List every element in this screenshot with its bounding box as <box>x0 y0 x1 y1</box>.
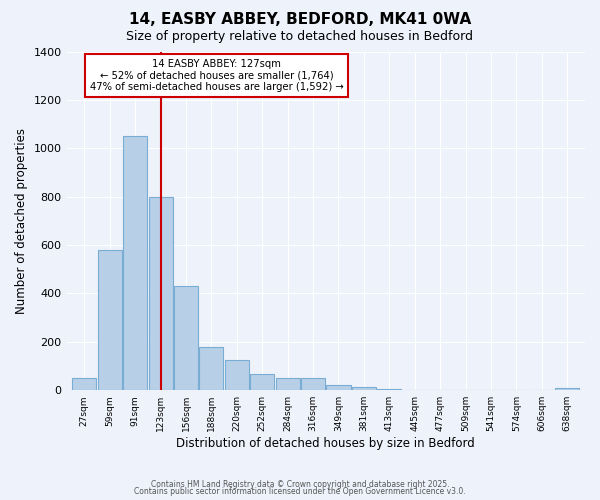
Bar <box>98 250 122 390</box>
Bar <box>225 360 249 390</box>
Bar <box>275 378 300 390</box>
Bar <box>301 378 325 390</box>
Bar <box>174 286 198 390</box>
Bar <box>250 374 274 390</box>
Text: Size of property relative to detached houses in Bedford: Size of property relative to detached ho… <box>127 30 473 43</box>
Bar <box>555 388 579 390</box>
Text: Contains public sector information licensed under the Open Government Licence v3: Contains public sector information licen… <box>134 487 466 496</box>
Bar <box>377 389 401 390</box>
Text: 14 EASBY ABBEY: 127sqm
← 52% of detached houses are smaller (1,764)
47% of semi-: 14 EASBY ABBEY: 127sqm ← 52% of detached… <box>89 59 343 92</box>
Bar <box>123 136 147 390</box>
Text: 14, EASBY ABBEY, BEDFORD, MK41 0WA: 14, EASBY ABBEY, BEDFORD, MK41 0WA <box>129 12 471 28</box>
X-axis label: Distribution of detached houses by size in Bedford: Distribution of detached houses by size … <box>176 437 475 450</box>
Text: Contains HM Land Registry data © Crown copyright and database right 2025.: Contains HM Land Registry data © Crown c… <box>151 480 449 489</box>
Bar <box>352 386 376 390</box>
Y-axis label: Number of detached properties: Number of detached properties <box>15 128 28 314</box>
Bar <box>199 346 223 390</box>
Bar <box>72 378 97 390</box>
Bar <box>326 386 350 390</box>
Bar <box>149 196 173 390</box>
